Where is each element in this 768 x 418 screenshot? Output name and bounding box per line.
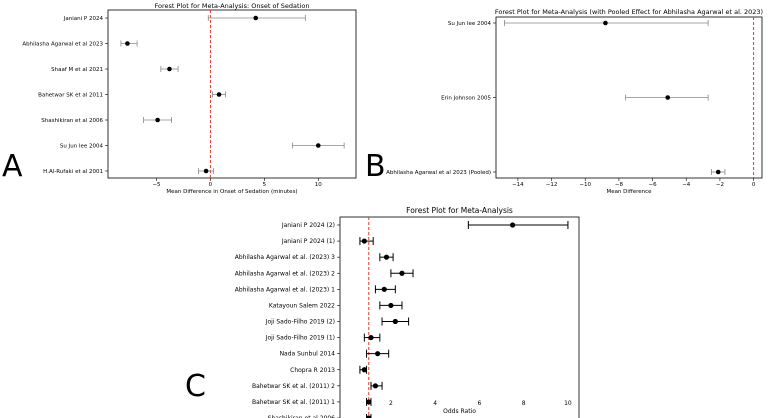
point-estimate [315,143,321,148]
chart-title: Forest Plot for Meta-Analysis: Onset of … [155,2,310,10]
x-tick-label: −12 [546,182,558,188]
study-label: Janiani P 2024 (2) [281,222,335,229]
point-estimate [361,367,367,373]
study-label: Bahetwar SK et al 2011 [38,93,103,99]
x-tick-label: 8 [522,400,526,407]
study-label: Shashikiran et al 2006 [268,415,336,418]
point-estimate [375,351,381,357]
x-axis-label: Mean Difference [606,189,652,195]
panel-label-b: B [365,149,386,184]
study-label: Abhilasha Agarwal et al. (2023) 2 [235,270,335,277]
study-label: Bahetwar SK et al. (2011) 1 [252,399,335,406]
point-estimate [399,270,405,276]
x-tick-label: −10 [579,182,591,188]
point-estimate [381,286,387,292]
point-estimate [510,222,516,228]
study-label: Bahetwar SK et al. (2011) 2 [252,383,335,390]
x-tick-label: 0 [209,182,213,188]
study-label: Abhilasha Agarwal et al 2023 (Pooled) [386,170,491,176]
x-tick-label: −4 [682,182,691,188]
x-axis-label: Mean Difference in Onset of Sedation (mi… [166,189,297,195]
x-tick-label: 6 [478,400,482,407]
study-label: Joji Sado-Filho 2019 (1) [265,335,335,342]
plot-frame [107,9,357,179]
forest-plot-a: Forest Plot for Meta-Analysis: Onset of … [22,2,357,195]
point-estimate [155,117,160,123]
point-estimate [665,95,671,100]
x-tick-label: 2 [389,400,393,407]
panel-label-a: A [2,149,23,184]
point-estimate [392,318,398,325]
study-label: Shashikiran et al 2006 [41,118,103,124]
study-label: Erin Johnson 2005 [441,96,491,102]
point-estimate [603,20,608,26]
study-label: Abhilasha Agarwal et al. (2023) 3 [235,254,335,261]
study-label: H.Al-Rufaki et al 2001 [43,169,103,175]
x-tick-label: −14 [512,182,524,188]
chart-title: Forest Plot for Meta-Analysis [406,206,513,215]
x-tick-label: 10 [564,400,572,407]
x-tick-label: 0 [752,182,756,188]
x-axis-label: Odds Ratio [443,408,476,415]
point-estimate [388,302,394,309]
point-estimate [383,254,390,260]
x-tick-label: −6 [649,182,658,188]
point-estimate [361,238,367,244]
study-label: Nada Sunbul 2014 [280,351,336,358]
point-estimate [216,92,222,97]
study-label: Su Jun lee 2004 [448,21,492,27]
study-label: Katayoun Salem 2022 [269,302,335,309]
study-label: Janiani P 2024 [63,16,104,22]
forest-plot-b: Forest Plot for Meta-Analysis (with Pool… [386,8,763,195]
study-label: Chopra R 2013 [290,367,335,374]
x-tick-label: −8 [615,182,624,188]
plot-frame [339,216,580,418]
point-estimate [715,169,721,175]
x-tick-label: −5 [152,182,161,188]
forest-plot-c: Forest Plot for Meta-Analysis Odds Ratio 2… [235,206,580,418]
point-estimate [253,15,259,21]
panel-label-c: C [185,369,206,404]
point-estimate [372,383,379,389]
point-estimate [366,399,372,405]
x-tick-label: −2 [716,182,724,188]
x-tick-label: 5 [263,182,267,188]
chart-title: Forest Plot for Meta-Analysis (with Pool… [495,8,763,16]
point-estimate [368,334,374,341]
study-label: Janiani P 2024 (1) [281,238,335,245]
x-tick-label: 10 [315,182,322,188]
point-estimate [167,66,172,72]
study-label: Abhilasha Agarwal et al 2023 [22,42,103,48]
point-estimate [125,41,130,46]
study-label: Joji Sado-Filho 2019 (2) [265,319,335,326]
study-label: Su Jun lee 2004 [60,144,104,150]
x-tick-label: 4 [433,400,437,407]
point-estimate [203,168,209,174]
study-label: Abhilasha Agarwal et al. (2023) 1 [235,286,335,293]
point-estimate [366,415,372,418]
study-label: Shaaf M et al 2021 [51,67,103,73]
